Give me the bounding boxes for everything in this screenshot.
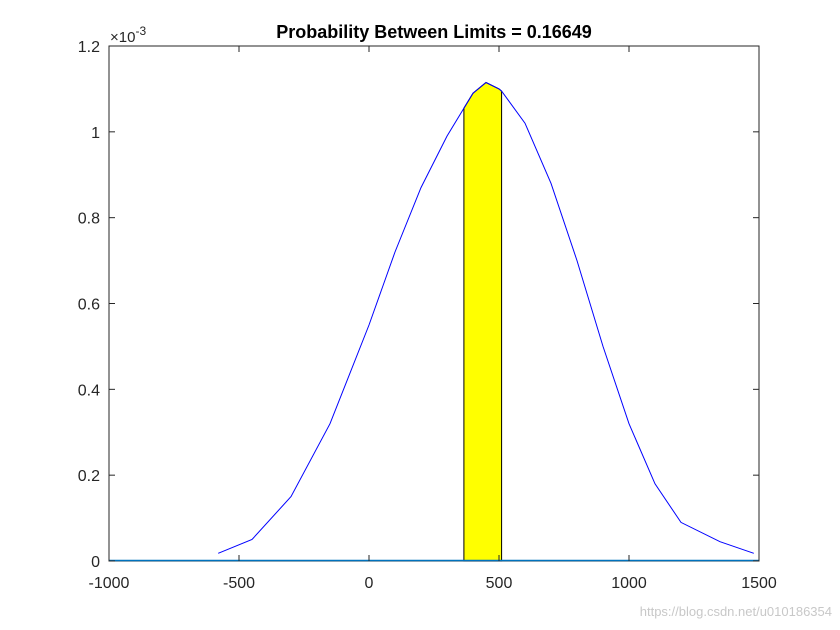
shade-layer bbox=[463, 81, 503, 562]
y-tick-label: 0.4 bbox=[78, 382, 100, 399]
y-exponent-label: ×10-3 bbox=[110, 24, 146, 46]
y-tick-label: 1 bbox=[91, 125, 100, 142]
chart-title: Probability Between Limits = 0.16649 bbox=[276, 22, 592, 42]
y-tick-label: 0.6 bbox=[78, 297, 100, 314]
y-exponent-base: ×10 bbox=[110, 29, 135, 46]
y-tick-label: 1.2 bbox=[78, 39, 100, 56]
x-tick-label: 1500 bbox=[741, 575, 777, 592]
x-tick-label: -1000 bbox=[89, 575, 130, 592]
watermark-text: https://blog.csdn.net/u010186354 bbox=[640, 604, 832, 619]
x-tick-label: -500 bbox=[223, 575, 255, 592]
density-curve bbox=[218, 81, 754, 554]
x-tick-label: 500 bbox=[486, 575, 513, 592]
axes-box bbox=[108, 45, 760, 562]
tick-layer bbox=[108, 45, 760, 562]
x-tick-label: 0 bbox=[365, 575, 374, 592]
x-tick-label: 1000 bbox=[611, 575, 647, 592]
y-tick-label: 0.8 bbox=[78, 211, 100, 228]
label-layer: -1000 -500 0 500 1000 1500 0 0.2 0.4 0.6 0.8 1 1.2 bbox=[78, 39, 777, 592]
shaded-probability-region bbox=[463, 81, 503, 562]
y-exponent-power: -3 bbox=[135, 24, 146, 38]
y-tick-label: 0.2 bbox=[78, 468, 100, 485]
curve-layer bbox=[218, 81, 754, 554]
y-tick-label: 0 bbox=[91, 554, 100, 571]
